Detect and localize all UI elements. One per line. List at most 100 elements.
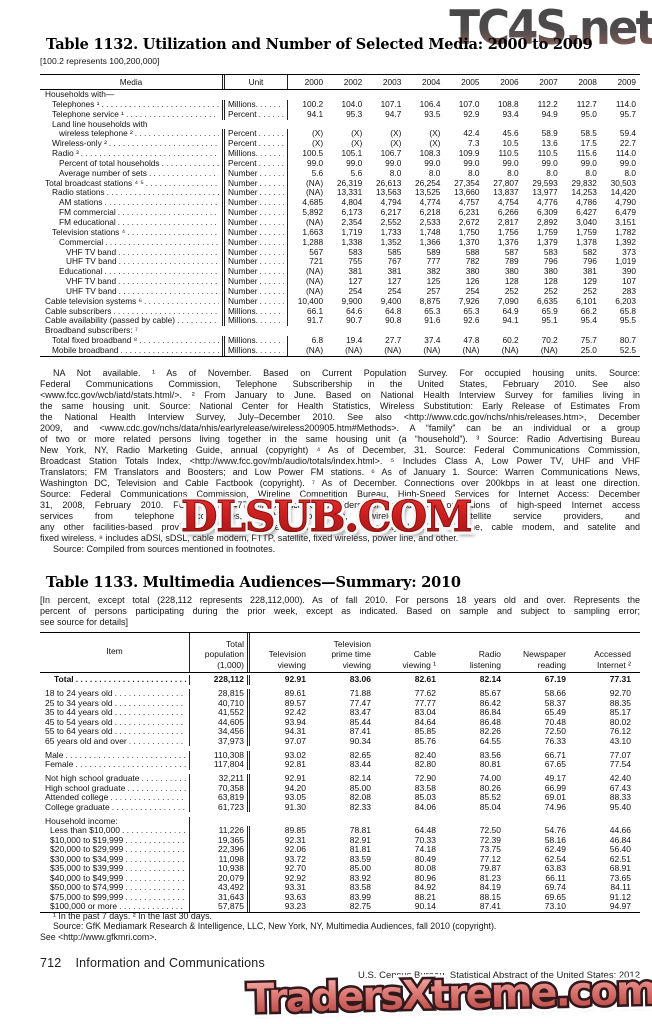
row-label: FM educational xyxy=(40,218,222,228)
value-cell: 62.49 xyxy=(544,845,566,854)
row-label: 35 to 44 years old xyxy=(40,708,190,718)
value-cell: 8.0 xyxy=(585,168,597,178)
value-cell: 83.99 xyxy=(349,892,371,902)
population-cell: 22,396 xyxy=(190,845,250,855)
row-label: Households with— xyxy=(40,90,222,100)
value-cell: 4,794 xyxy=(380,198,402,208)
table-row: Cable television systems ⁶ Number 10,400 9,… xyxy=(40,296,640,307)
leader-dots xyxy=(177,316,219,326)
page-number: 712 xyxy=(40,956,62,970)
table-row: FM educational Number (NA) 2,354 2,552 2,533 2… xyxy=(40,217,640,228)
value-cell: 66.71 xyxy=(544,750,566,760)
table-1132-header-row: Media Unit 2000 2002 2003 2004 2005 2006 2007 200… xyxy=(40,74,640,90)
leader-dots xyxy=(135,129,219,139)
col-header: Cable viewing ¹ xyxy=(402,649,436,670)
value-cell: 782 xyxy=(465,257,480,267)
value-cell: 789 xyxy=(504,257,519,267)
unit-text: Number xyxy=(228,178,258,188)
footnote-line: Broadcast Station Totals Index, <http://… xyxy=(40,456,640,466)
table-row: UHF TV band Number 721 755 767 777 782 789 796 79… xyxy=(40,257,640,268)
value-cell: 84.19 xyxy=(479,883,501,892)
row-label: Radio ³ xyxy=(40,149,222,159)
row-label: $100,000 or more xyxy=(40,902,190,912)
unit-cell: Number xyxy=(222,188,288,199)
leader-dots xyxy=(260,257,284,267)
leader-dots xyxy=(260,149,284,159)
leader-dots xyxy=(118,248,219,258)
row-label-text: Broadband subscribers: ⁷ xyxy=(45,326,138,336)
value-cell: 7,926 xyxy=(458,296,480,306)
value-cell: 100.2 xyxy=(302,99,324,109)
value-cell: 22.7 xyxy=(619,139,636,149)
value-cell: 115.6 xyxy=(576,149,597,159)
table-row: Total 228,112 92.91 83.06 82.61 82.14 67.19 77.… xyxy=(40,675,640,685)
value-cell: 1,719 xyxy=(341,227,363,237)
table-row: Commercial Number 1,288 1,338 1,352 1,366 1,37… xyxy=(40,237,640,248)
table-row: Male 110,308 93.02 82.65 82.40 83.56 66.71 77.0… xyxy=(40,750,640,760)
population-cell: 11,226 xyxy=(190,826,250,836)
value-cell: 8.0 xyxy=(389,168,402,178)
value-cell: 26,319 xyxy=(336,178,363,188)
leader-dots xyxy=(260,188,284,198)
value-cell: 94.31 xyxy=(284,727,306,736)
footnote-line: Federal Communications Commission, Telep… xyxy=(40,379,640,389)
value-cell: 54.76 xyxy=(544,826,566,835)
value-cell: 93.94 xyxy=(284,717,306,727)
leader-dots xyxy=(260,316,284,326)
unit-text: Number xyxy=(228,208,258,218)
row-label-text: 55 to 64 years old xyxy=(45,727,113,736)
value-cell: 2,672 xyxy=(458,217,480,227)
value-cell: 4,790 xyxy=(615,198,636,208)
value-cell: 95.5 xyxy=(619,316,636,326)
leader-dots xyxy=(122,826,186,836)
table-1133-header-row: Item Total population (1,000) Television v… xyxy=(40,632,640,673)
value-cell: 13,525 xyxy=(415,188,441,198)
value-cell: 76.12 xyxy=(609,727,631,736)
value-cell: 6,427 xyxy=(576,208,597,218)
value-cell: 92.70 xyxy=(609,689,631,698)
unit-text: Millions. xyxy=(228,99,258,109)
value-cell: 93.63 xyxy=(284,892,306,902)
unit-text: Millions. xyxy=(228,336,258,346)
value-cell: (NA) xyxy=(384,345,402,355)
value-cell: 91.12 xyxy=(609,892,631,902)
population-cell: 44,605 xyxy=(190,717,250,727)
leader-dots xyxy=(75,760,186,770)
value-cell: 91.6 xyxy=(424,316,441,326)
row-label-text: 45 to 54 years old xyxy=(45,717,113,727)
value-cell: (NA) xyxy=(306,267,324,277)
leader-dots xyxy=(259,129,284,139)
table-row: Households with— xyxy=(40,90,640,100)
row-label: Television stations ⁴ xyxy=(40,228,222,238)
value-cell: 85.52 xyxy=(479,793,501,802)
value-cell: 82.91 xyxy=(349,835,371,845)
table-row: Less than $10,000 11,226 89.85 78.81 64.48 72… xyxy=(40,826,640,836)
unit-text: Number xyxy=(228,257,258,267)
value-cell: 70.2 xyxy=(541,336,558,346)
footnote-line: <www.fcc.gov/wcb/iatd/stats.html/>. ² Fr… xyxy=(40,390,640,400)
unit-text: Number xyxy=(228,277,258,287)
table-row: Land line households with xyxy=(40,120,640,130)
population-cell: 63,819 xyxy=(190,793,250,803)
table-row: VHF TV band Number 567 583 585 589 588 587 583 58… xyxy=(40,247,640,258)
value-cell: 92.91 xyxy=(284,774,306,783)
value-cell: 583 xyxy=(348,247,363,257)
value-cell: 80.96 xyxy=(414,873,436,883)
value-cell: 25.0 xyxy=(580,345,597,355)
row-label-text: $100,000 or more xyxy=(50,902,118,911)
row-label: $30,000 to $34,999 xyxy=(40,854,190,864)
table-row: Television stations ⁴ Number 1,663 1,719 1,7… xyxy=(40,227,640,238)
value-cell: 77.47 xyxy=(349,698,371,708)
unit-cell: Number xyxy=(222,178,288,189)
value-cell: 82.08 xyxy=(349,793,371,802)
value-cell: 83.59 xyxy=(349,854,371,864)
value-cell: 1,392 xyxy=(615,237,636,247)
value-cell: 85.85 xyxy=(414,727,436,736)
row-label-text: $30,000 to $34,999 xyxy=(50,854,124,864)
value-cell: 99.0 xyxy=(346,158,363,168)
value-cell: 85.17 xyxy=(609,708,631,717)
value-cell: 62.54 xyxy=(544,854,566,864)
leader-dots xyxy=(259,139,284,149)
leader-dots xyxy=(149,169,219,179)
population-cell: 228,112 xyxy=(190,675,250,685)
